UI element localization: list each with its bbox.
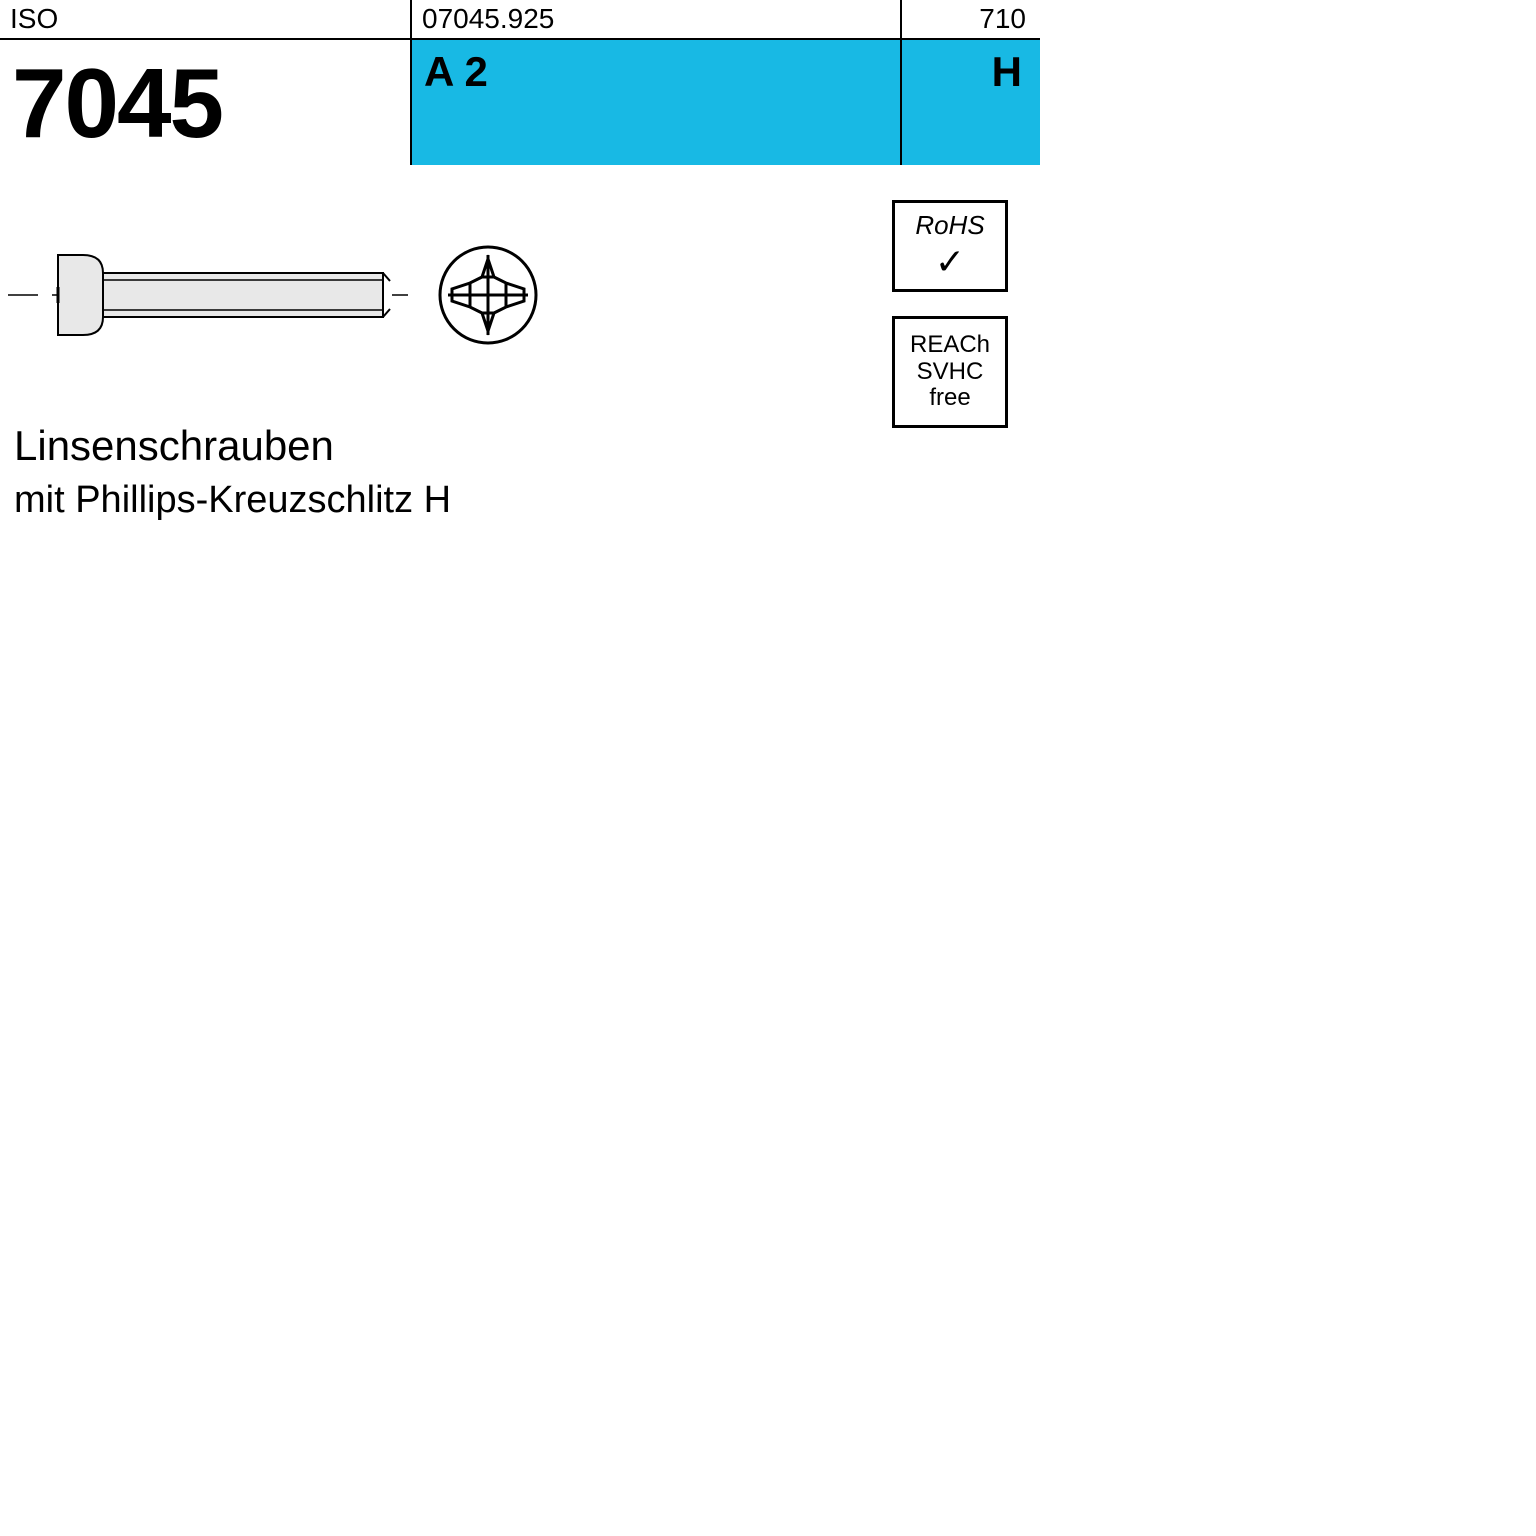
- label-card: ISO 07045.925 710 7045 A 2 H: [0, 0, 1040, 1040]
- article-num: 710: [902, 0, 1040, 38]
- header-row: ISO 07045.925 710: [0, 0, 1040, 40]
- compliance-badges: RoHS ✓ REACh SVHC free: [892, 200, 1022, 452]
- diagram-area: [0, 195, 1040, 395]
- rohs-label: RoHS: [915, 211, 984, 240]
- screw-diagram: [8, 205, 568, 385]
- reach-line1: REACh: [910, 332, 990, 358]
- description-subtitle: mit Phillips-Kreuzschlitz H: [14, 475, 451, 526]
- material: A 2: [412, 40, 902, 165]
- reach-badge: REACh SVHC free: [892, 316, 1008, 428]
- check-icon: ✓: [935, 242, 965, 282]
- description-title: Linsenschrauben: [14, 418, 451, 475]
- drive-type: H: [902, 40, 1040, 165]
- reach-line3: free: [929, 385, 970, 411]
- rohs-badge: RoHS ✓: [892, 200, 1008, 292]
- standard-number: 7045: [0, 40, 412, 165]
- spec-row: 7045 A 2 H: [0, 40, 1040, 165]
- description: Linsenschrauben mit Phillips-Kreuzschlit…: [14, 418, 451, 526]
- article-code: 07045.925: [412, 0, 902, 38]
- reach-line2: SVHC: [917, 359, 984, 385]
- iso-label: ISO: [0, 0, 412, 38]
